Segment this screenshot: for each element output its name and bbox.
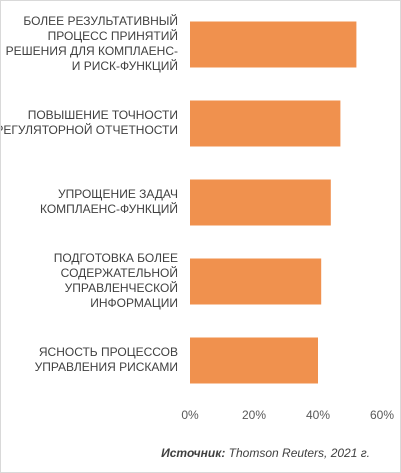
bar-1 (190, 21, 357, 68)
bar-3 (190, 179, 331, 226)
source-note: Источник: Thomson Reuters, 2021 г. (161, 446, 370, 460)
bar-5 (190, 337, 318, 384)
category-label-1: БОЛЕЕ РЕЗУЛЬТАТИВНЫЙ ПРОЦЕСС ПРИНЯТИЙ РЕШЕ… (6, 13, 178, 73)
x-tick-label-3: 40% (306, 408, 330, 422)
category-label-2: ПОВЫШЕНИЕ ТОЧНОСТИ РЕГУЛЯТОРНОЙ ОТЧЕТНОСТ… (1, 108, 178, 137)
x-tick-label-1: 0% (181, 408, 199, 422)
x-tick-label-2: 20% (242, 408, 266, 422)
source-value: Thomson Reuters, 2021 г. (228, 446, 370, 460)
bar-2 (190, 100, 341, 147)
bar-4 (190, 258, 322, 305)
x-tick-label-4: 60% (370, 408, 394, 422)
category-label-5: ЯСНОСТЬ ПРОЦЕССОВ УПРАВЛЕНИЯ РИСКАМИ (35, 345, 178, 374)
source-label: Источник: (161, 446, 226, 460)
category-label-3: УПРОЩЕНИЕ ЗАДАЧ КОМПЛАЕНС-ФУНКЦИЙ (40, 187, 178, 216)
category-label-4: ПОДГОТОВКА БОЛЕЕ СОДЕРЖАТЕЛЬНОЙ УПРАВЛЕНЧЕ… (54, 251, 178, 310)
